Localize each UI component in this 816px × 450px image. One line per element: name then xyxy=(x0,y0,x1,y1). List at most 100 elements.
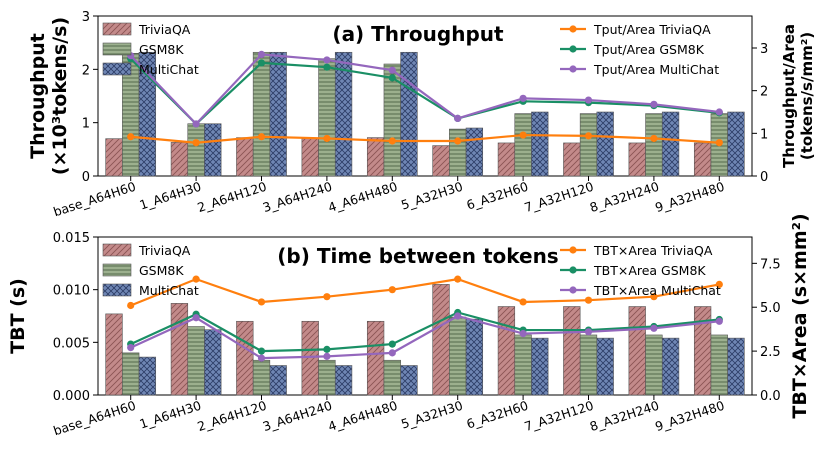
bar-triviaqa-4_A64H480 xyxy=(366,320,385,396)
bar-gsm8k-3_A64H240 xyxy=(318,359,336,396)
bar-multichat-9_A32H480 xyxy=(727,337,745,396)
xtick-label: 7_A32H120 xyxy=(522,179,595,216)
panel-a: 0 1 2 3 0 1 2 3 base_A64H60 1_A64H302_A64H1203_… xyxy=(27,10,816,219)
y2-ticks-b: 0.0 2.5 5.0 7.5 xyxy=(752,257,781,404)
legend-label-tput-area-gsm8k: Tput/Area GSM8K xyxy=(593,42,705,57)
y2label-a-line1: Throughput/Area xyxy=(780,24,798,168)
point-tbt-area-multichat-6_A32H60 xyxy=(519,329,527,338)
ytick-label: 1 xyxy=(82,117,90,132)
bar-triviaqa-2_A64H120 xyxy=(236,137,254,177)
y-ticks-a: 0 1 2 3 xyxy=(82,10,98,185)
point-tput-area-triviaqa-7_A32H120 xyxy=(584,132,593,140)
point-tbt-area-multichat-7_A32H120 xyxy=(584,328,593,336)
point-tbt-area-multichat-4_A64H480 xyxy=(388,349,396,357)
point-tbt-area-multichat-1_A64H30 xyxy=(192,314,200,322)
legend-swatch-multichat xyxy=(102,62,132,76)
bar-gsm8k-8_A32H240 xyxy=(645,113,663,177)
bar-multichat-4_A64H480 xyxy=(400,365,418,396)
point-tbt-area-gsm8k-4_A64H480 xyxy=(388,340,396,348)
legend-label-tput-area-multichat: Tput/Area MultiChat xyxy=(593,62,719,77)
bar-gsm8k-4_A64H480 xyxy=(383,359,401,396)
point-tbt-area-triviaqa-3_A64H240 xyxy=(323,293,331,301)
legend-label-triviaqa: TriviaQA xyxy=(138,243,191,258)
bar-multichat-base_A64H60 xyxy=(138,51,157,177)
point-tbt-area-triviaqa-6_A32H60 xyxy=(519,298,527,306)
bar-gsm8k-5_A32H30 xyxy=(449,316,467,396)
y2label-b: TBT×Area (s×mm²) xyxy=(789,213,811,418)
legend-bars-a: TriviaQA GSM8K MultiChat xyxy=(102,22,199,77)
xtick-label: 1_A64H30 xyxy=(138,398,204,432)
x-ticks-a: base_A64H60 1_A64H302_A64H1203_A64H2404_A… xyxy=(51,176,726,219)
legend-swatch-gsm8k xyxy=(102,263,132,277)
bar-triviaqa-base_A64H60 xyxy=(105,313,123,396)
point-tput-area-triviaqa-5_A32H30 xyxy=(454,137,462,145)
bar-gsm8k-6_A32H60 xyxy=(514,334,532,396)
bar-triviaqa-1_A64H30 xyxy=(170,303,189,396)
ytick-label: 0.005 xyxy=(53,336,90,351)
ylabel-a-line1: Throughput xyxy=(27,33,49,159)
point-tput-area-multichat-8_A32H240 xyxy=(650,100,658,108)
legend-label-tbt-area-triviaqa: TBT×Area TriviaQA xyxy=(593,243,713,258)
bar-multichat-9_A32H480 xyxy=(727,111,745,177)
point-tbt-area-multichat-9_A32H480 xyxy=(715,317,723,325)
bar-gsm8k-1_A64H30 xyxy=(187,123,205,177)
legend-marker-tput-area-multichat xyxy=(569,65,577,73)
bar-gsm8k-7_A32H120 xyxy=(579,334,598,396)
point-tbt-area-multichat-5_A32H30 xyxy=(454,312,462,320)
lines-b xyxy=(127,275,723,362)
xtick-label: 9_A32H480 xyxy=(653,179,726,216)
bar-triviaqa-9_A32H480 xyxy=(693,142,712,177)
point-tbt-area-triviaqa-base_A64H60 xyxy=(127,301,135,310)
legend-marker-tbt-area-multichat xyxy=(569,286,577,294)
bar-multichat-8_A32H240 xyxy=(661,337,680,396)
bar-multichat-5_A32H30 xyxy=(465,318,484,396)
bar-multichat-3_A64H240 xyxy=(334,51,353,177)
legend-label-gsm8k: GSM8K xyxy=(139,263,184,278)
xtick-label: 8_A32H240 xyxy=(588,179,661,216)
bar-triviaqa-7_A32H120 xyxy=(563,142,581,177)
bar-gsm8k-1_A64H30 xyxy=(187,326,205,396)
bars-a xyxy=(105,51,745,177)
bar-multichat-6_A32H60 xyxy=(531,337,549,396)
bar-triviaqa-8_A32H240 xyxy=(628,306,646,396)
point-tbt-area-multichat-8_A32H240 xyxy=(650,324,658,332)
xtick-label: 1_A64H30 xyxy=(138,179,204,213)
x-ticks-b: base_A64H60 1_A64H302_A64H1203_A64H2404_A… xyxy=(51,395,726,438)
bar-multichat-5_A32H30 xyxy=(465,127,484,177)
y2tick-label: 2 xyxy=(760,85,768,100)
bar-triviaqa-4_A64H480 xyxy=(366,137,385,177)
xtick-label: 7_A32H120 xyxy=(522,398,595,435)
bar-multichat-8_A32H240 xyxy=(661,111,680,177)
xtick-label: 5_A32H30 xyxy=(399,398,465,432)
point-tput-area-triviaqa-8_A32H240 xyxy=(650,134,658,143)
y2tick-label: 5.0 xyxy=(760,301,781,316)
point-tput-area-triviaqa-6_A32H60 xyxy=(519,131,527,139)
line-tput-area-gsm8k xyxy=(129,57,720,126)
ytick-label: 2 xyxy=(82,63,90,78)
y2tick-label: 1 xyxy=(760,127,768,142)
xtick-label: base_A64H60 xyxy=(51,179,137,220)
point-tput-area-multichat-2_A64H120 xyxy=(257,50,266,59)
point-tput-area-triviaqa-1_A64H30 xyxy=(192,139,200,147)
bar-triviaqa-5_A32H30 xyxy=(432,145,450,177)
legend-marker-tput-area-triviaqa xyxy=(569,25,577,33)
xtick-label: 2_A64H120 xyxy=(195,179,268,216)
bar-triviaqa-6_A32H60 xyxy=(497,142,516,177)
point-tbt-area-gsm8k-2_A64H120 xyxy=(257,347,266,355)
bar-gsm8k-3_A64H240 xyxy=(318,58,336,177)
point-tput-area-triviaqa-3_A64H240 xyxy=(323,134,331,143)
point-tbt-area-triviaqa-2_A64H120 xyxy=(257,298,266,306)
y2tick-label: 0 xyxy=(760,170,768,185)
bar-gsm8k-2_A64H120 xyxy=(252,359,271,396)
ylabel-b: TBT (s) xyxy=(7,278,29,354)
legend-label-tbt-area-gsm8k: TBT×Area GSM8K xyxy=(593,263,706,278)
bar-multichat-3_A64H240 xyxy=(334,365,353,396)
y-ticks-b: 0.000 0.005 0.010 0.015 xyxy=(53,231,98,404)
bar-triviaqa-3_A64H240 xyxy=(301,138,319,177)
point-tput-area-multichat-4_A64H480 xyxy=(388,66,396,74)
legend-lines-b: TBT×Area TriviaQA TBT×Area GSM8K TBT×Area … xyxy=(560,243,721,298)
point-tput-area-triviaqa-9_A32H480 xyxy=(715,139,723,147)
point-tput-area-multichat-5_A32H30 xyxy=(454,114,462,122)
point-tput-area-gsm8k-2_A64H120 xyxy=(257,59,266,67)
